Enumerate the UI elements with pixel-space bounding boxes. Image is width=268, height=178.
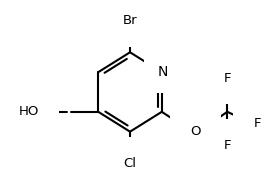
Text: Br: Br — [123, 14, 137, 27]
Text: Cl: Cl — [124, 157, 136, 170]
Text: F: F — [253, 117, 261, 130]
Text: HO: HO — [19, 105, 39, 118]
Text: O: O — [190, 125, 201, 138]
Text: N: N — [158, 65, 168, 79]
Text: F: F — [224, 139, 231, 152]
Text: F: F — [224, 72, 231, 85]
